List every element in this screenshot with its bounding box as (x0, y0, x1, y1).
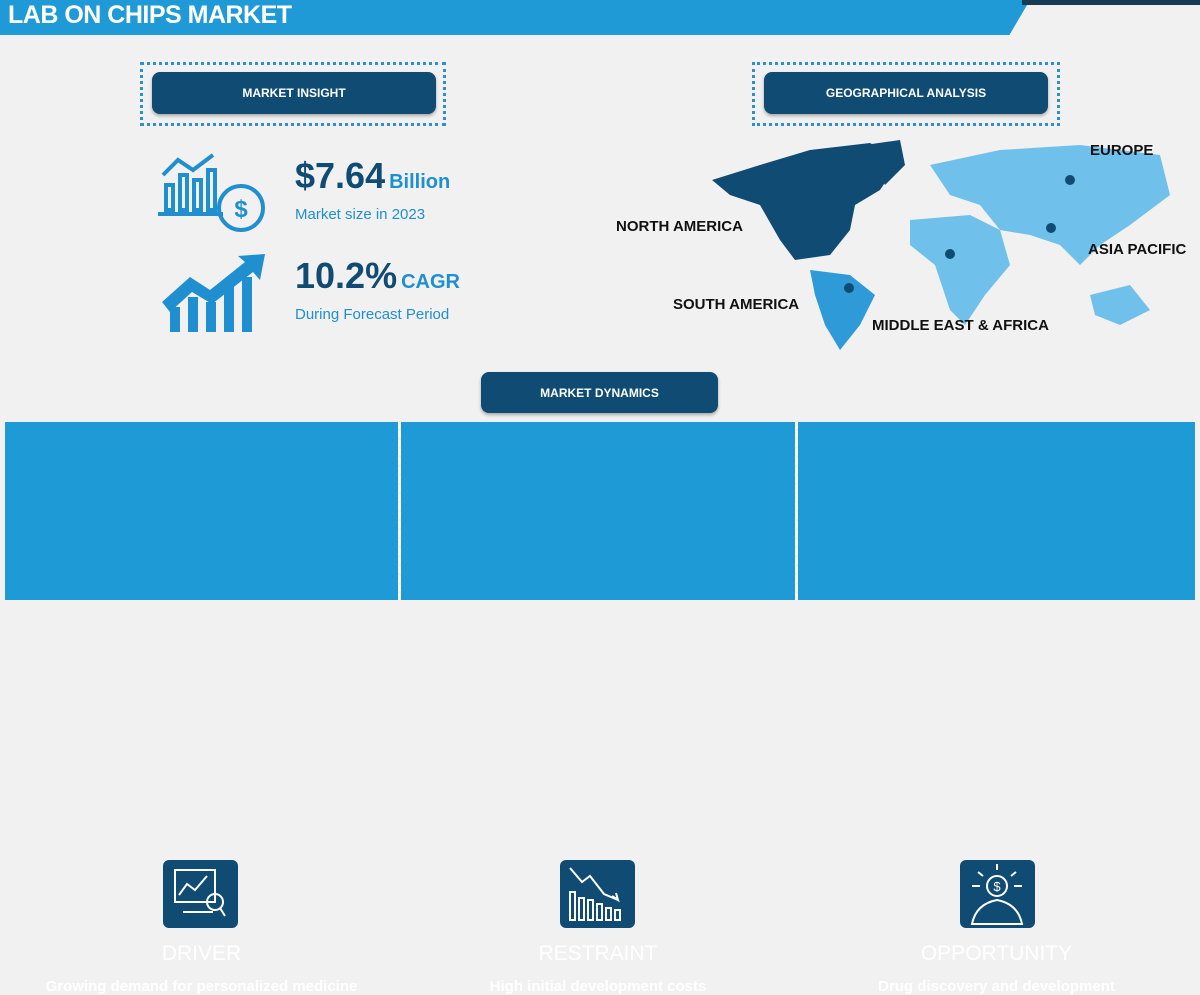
divider (398, 422, 401, 600)
growth-arrow-icon (162, 254, 265, 332)
restraint-panel: RESTRAINT High initial development costs (401, 422, 795, 995)
opportunity-panel: $ OPPORTUNITY Drug discovery and develop… (798, 422, 1195, 995)
opportunity-text: Drug discovery and development (878, 978, 1115, 995)
header-accent (1022, 0, 1200, 5)
region-north-america: NORTH AMERICA (616, 218, 743, 235)
market-dynamics-heading: MARKET DYNAMICS (481, 372, 718, 413)
dollar-lightbulb-icon: $ (960, 860, 1035, 928)
svg-text:$: $ (993, 879, 1001, 894)
divider (795, 422, 798, 600)
region-south-america: SOUTH AMERICA (673, 296, 800, 313)
market-size-value: $7.64 Billion (295, 155, 451, 196)
geo-frame (752, 62, 1060, 126)
market-size-caption: Market size in 2023 (295, 206, 426, 223)
svg-text:$: $ (234, 196, 248, 223)
chart-dollar-icon: $ (158, 153, 265, 232)
region-europe: EUROPE (1090, 142, 1154, 159)
market-insight-heading: MARKET INSIGHT (152, 72, 436, 114)
header-banner (0, 0, 1030, 35)
geo-heading: GEOGRAPHICAL ANALYSIS (764, 72, 1048, 114)
restraint-title: RESTRAINT (538, 942, 658, 965)
market-insight-frame (140, 62, 446, 126)
cagr-caption: During Forecast Period (295, 306, 450, 323)
driver-panel: DRIVER Growing demand for personalized m… (5, 422, 398, 995)
opportunity-title: OPPORTUNITY (920, 942, 1073, 965)
driver-text: Growing demand for personalized medicine (45, 978, 358, 995)
region-asia-pacific: ASIA PACIFIC (1088, 241, 1187, 258)
driver-title: DRIVER (161, 942, 242, 965)
declining-chart-icon (560, 860, 635, 928)
world-map (712, 140, 1170, 350)
cagr-value: 10.2% CAGR (295, 255, 460, 296)
chart-magnifier-icon (163, 860, 238, 928)
restraint-text: High initial development costs (489, 978, 707, 995)
page-title: LAB ON CHIPS MARKET (8, 1, 292, 29)
region-middle-east-africa: MIDDLE EAST & AFRICA (872, 317, 1049, 334)
